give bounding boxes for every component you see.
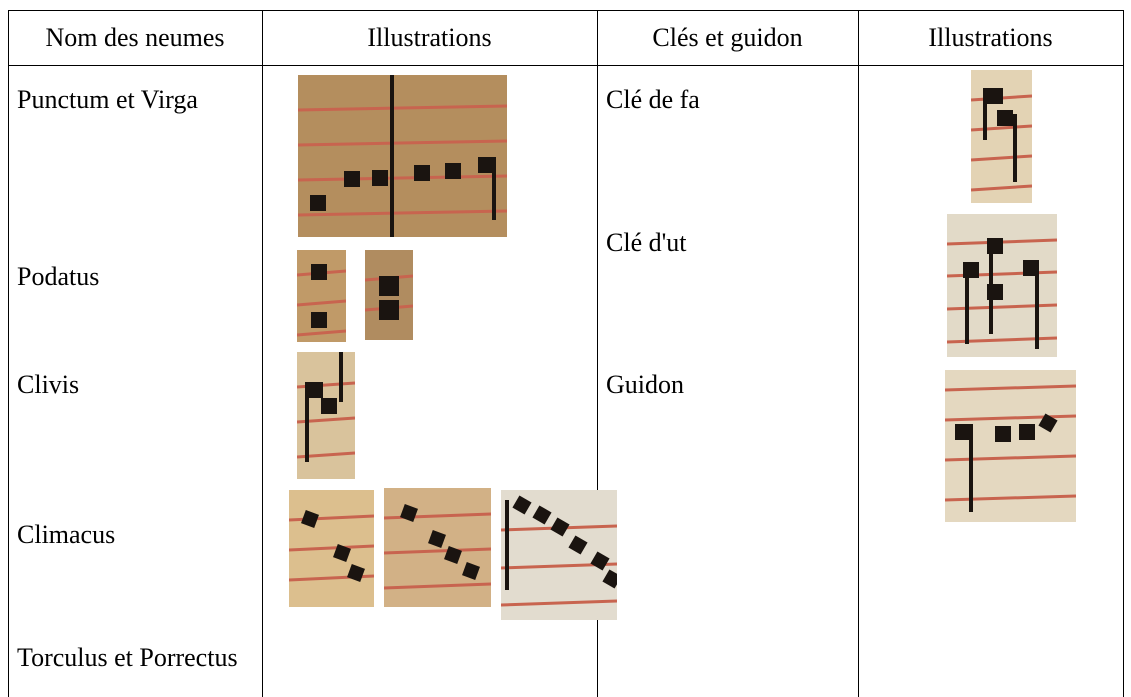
neume-square xyxy=(995,426,1011,442)
neume-square xyxy=(568,535,588,555)
table-border xyxy=(1123,10,1124,697)
neume-name: Podatus xyxy=(17,262,100,291)
neume-name: Clivis xyxy=(17,370,80,399)
table-border xyxy=(597,10,598,697)
parchment xyxy=(298,75,507,237)
staff-line xyxy=(945,414,1076,422)
neume-square xyxy=(532,505,552,525)
table-border xyxy=(8,10,9,697)
header-cell: Illustrations xyxy=(367,23,492,52)
neume-name: Climacus xyxy=(17,520,116,549)
neume-square xyxy=(379,276,399,296)
header-cell: Nom des neumes xyxy=(45,23,225,52)
neume-square xyxy=(347,564,365,582)
cle-name: Clé de fa xyxy=(606,85,700,114)
neume-square xyxy=(301,510,319,528)
table-border xyxy=(8,10,1124,11)
staff-line xyxy=(298,139,507,147)
neume-square xyxy=(550,517,570,537)
neume-square xyxy=(372,170,388,186)
neume-square xyxy=(310,195,326,211)
table-border xyxy=(858,10,859,697)
illustration xyxy=(365,250,413,340)
neume-square xyxy=(333,544,351,562)
neume-square xyxy=(602,569,617,589)
neume-square xyxy=(987,88,1003,104)
neume-square xyxy=(955,424,971,440)
staff-line xyxy=(297,299,346,307)
header-cell: Illustrations xyxy=(928,23,1053,52)
illustration xyxy=(384,488,491,607)
neume-square xyxy=(445,163,461,179)
parchment xyxy=(384,488,491,607)
neume-square xyxy=(987,238,1003,254)
staff-line xyxy=(945,454,1076,462)
neume-name: Punctum et Virga xyxy=(17,85,198,114)
neume-square xyxy=(444,546,462,564)
staff-line xyxy=(501,599,617,607)
neume-square xyxy=(344,171,360,187)
staff-line xyxy=(297,329,346,337)
neume-square xyxy=(400,504,418,522)
neume-square xyxy=(1038,413,1058,433)
neume-square xyxy=(462,562,480,580)
staff-line xyxy=(298,174,507,182)
table-border xyxy=(8,65,1124,66)
illustration xyxy=(971,70,1032,203)
staff-line xyxy=(945,384,1076,392)
parchment xyxy=(297,250,346,342)
cle-name: Clé d'ut xyxy=(606,228,687,257)
neume-square xyxy=(987,284,1003,300)
illustration xyxy=(297,352,355,479)
neume-square xyxy=(428,530,446,548)
header-cell: Clés et guidon xyxy=(652,23,803,52)
staff-line xyxy=(971,154,1032,162)
neume-square xyxy=(414,165,430,181)
neume-square xyxy=(478,157,494,173)
illustration xyxy=(947,214,1057,357)
staff-line xyxy=(298,104,507,112)
illustration xyxy=(945,370,1076,522)
staff-line xyxy=(971,124,1032,132)
staff-line xyxy=(298,209,507,217)
staff-line xyxy=(971,184,1032,192)
cle-name: Guidon xyxy=(606,370,684,399)
neume-square xyxy=(590,551,610,571)
neume-square xyxy=(307,382,323,398)
neume-square xyxy=(997,110,1013,126)
neume-square xyxy=(379,300,399,320)
neume-name: Torculus et Porrectus xyxy=(17,643,238,672)
neume-square xyxy=(1019,424,1035,440)
staff-line xyxy=(384,582,491,590)
staff-line xyxy=(384,547,491,555)
neume-square xyxy=(512,495,532,515)
neume-square xyxy=(321,398,337,414)
neume-square xyxy=(311,312,327,328)
neume-square xyxy=(1023,260,1039,276)
staff-line xyxy=(289,544,374,552)
illustration xyxy=(297,250,346,342)
neume-square xyxy=(311,264,327,280)
illustration xyxy=(298,75,507,237)
table-border xyxy=(262,10,263,697)
illustration xyxy=(289,490,374,607)
staff-line xyxy=(945,494,1076,502)
illustration xyxy=(501,490,617,620)
neume-square xyxy=(963,262,979,278)
